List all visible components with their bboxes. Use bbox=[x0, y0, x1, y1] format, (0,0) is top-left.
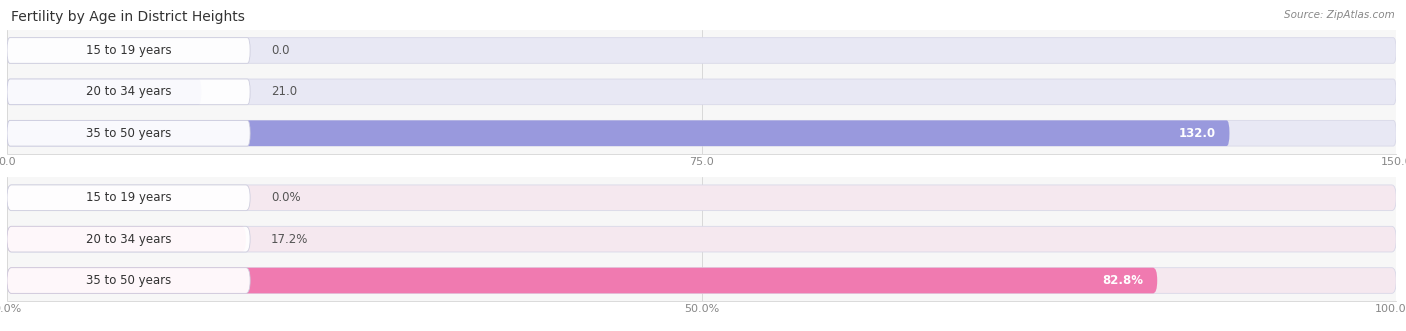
FancyBboxPatch shape bbox=[7, 185, 1396, 211]
FancyBboxPatch shape bbox=[7, 79, 250, 105]
Text: 20 to 34 years: 20 to 34 years bbox=[86, 85, 172, 98]
FancyBboxPatch shape bbox=[7, 120, 250, 146]
FancyBboxPatch shape bbox=[7, 38, 1396, 63]
Text: 21.0: 21.0 bbox=[271, 85, 297, 98]
FancyBboxPatch shape bbox=[7, 268, 1157, 293]
FancyBboxPatch shape bbox=[7, 79, 201, 105]
FancyBboxPatch shape bbox=[7, 268, 1396, 293]
Text: 35 to 50 years: 35 to 50 years bbox=[86, 274, 172, 287]
Text: 132.0: 132.0 bbox=[1178, 127, 1216, 140]
Text: 0.0%: 0.0% bbox=[271, 191, 301, 204]
FancyBboxPatch shape bbox=[7, 185, 250, 211]
FancyBboxPatch shape bbox=[7, 120, 1396, 146]
Text: 20 to 34 years: 20 to 34 years bbox=[86, 233, 172, 246]
Text: 15 to 19 years: 15 to 19 years bbox=[86, 44, 172, 57]
Text: 15 to 19 years: 15 to 19 years bbox=[86, 191, 172, 204]
Text: 82.8%: 82.8% bbox=[1102, 274, 1143, 287]
Text: Fertility by Age in District Heights: Fertility by Age in District Heights bbox=[11, 10, 245, 24]
Text: 0.0: 0.0 bbox=[271, 44, 290, 57]
FancyBboxPatch shape bbox=[7, 120, 1229, 146]
Text: Source: ZipAtlas.com: Source: ZipAtlas.com bbox=[1284, 10, 1395, 20]
FancyBboxPatch shape bbox=[7, 226, 246, 252]
FancyBboxPatch shape bbox=[7, 226, 1396, 252]
FancyBboxPatch shape bbox=[7, 226, 250, 252]
FancyBboxPatch shape bbox=[7, 268, 250, 293]
FancyBboxPatch shape bbox=[7, 79, 1396, 105]
Text: 35 to 50 years: 35 to 50 years bbox=[86, 127, 172, 140]
Text: 17.2%: 17.2% bbox=[271, 233, 308, 246]
FancyBboxPatch shape bbox=[7, 38, 250, 63]
